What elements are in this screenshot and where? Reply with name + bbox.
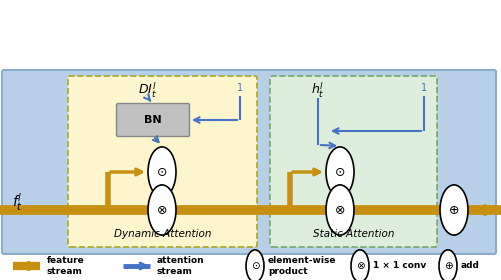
Text: ⊙: ⊙ xyxy=(334,165,345,179)
Text: 1: 1 xyxy=(420,83,426,93)
Text: ⊕: ⊕ xyxy=(448,204,458,216)
Text: ⊙: ⊙ xyxy=(250,261,259,271)
Text: ⊗: ⊗ xyxy=(334,204,345,216)
Ellipse shape xyxy=(148,147,176,197)
Text: ⊙: ⊙ xyxy=(156,165,167,179)
Ellipse shape xyxy=(350,250,368,280)
Text: 1: 1 xyxy=(236,83,242,93)
Text: $DI_t^l$: $DI_t^l$ xyxy=(138,80,157,100)
Text: ⊗: ⊗ xyxy=(355,261,364,271)
Text: BN: BN xyxy=(144,115,161,125)
Text: attention
stream: attention stream xyxy=(157,256,204,276)
Text: 1 × 1 conv: 1 × 1 conv xyxy=(372,262,425,270)
Ellipse shape xyxy=(148,185,176,235)
Text: element-wise
product: element-wise product xyxy=(268,256,336,276)
Text: $h_t^l$: $h_t^l$ xyxy=(311,80,324,100)
FancyBboxPatch shape xyxy=(270,76,436,247)
Ellipse shape xyxy=(325,147,353,197)
FancyBboxPatch shape xyxy=(68,76,257,247)
Text: ⊗: ⊗ xyxy=(156,204,167,216)
Ellipse shape xyxy=(245,250,264,280)
Text: Dynamic Attention: Dynamic Attention xyxy=(114,229,211,239)
Text: ⊕: ⊕ xyxy=(443,261,451,271)
Text: add: add xyxy=(460,262,479,270)
Ellipse shape xyxy=(325,185,353,235)
Text: Static Attention: Static Attention xyxy=(312,229,393,239)
Text: $f_t^l$: $f_t^l$ xyxy=(13,191,24,213)
FancyBboxPatch shape xyxy=(116,104,189,137)
FancyBboxPatch shape xyxy=(2,70,495,254)
Ellipse shape xyxy=(439,185,467,235)
Text: feature
stream: feature stream xyxy=(47,256,85,276)
Ellipse shape xyxy=(438,250,456,280)
